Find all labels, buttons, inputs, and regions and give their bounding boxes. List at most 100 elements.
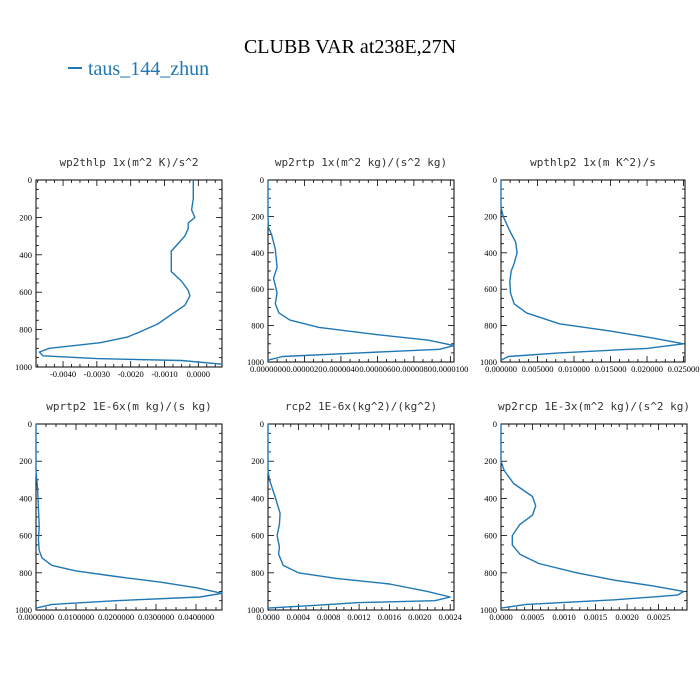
x-tick-label: 0.0000000 — [18, 612, 54, 622]
y-tick-label: 200 — [484, 211, 497, 221]
x-tick-label: -0.0010 — [151, 369, 177, 379]
y-tick-label: 400 — [19, 250, 32, 260]
y-tick-label: 1000 — [247, 605, 264, 615]
panel-2: wp2rtp 1x(m^2 kg)/(s^2 kg) 0 200 400 600 800 1… — [247, 156, 468, 374]
panel-1: wp2thlp 1x(m^2 K)/s^2 0 200 400 600 800 1000 -0… — [15, 156, 223, 379]
panel-title: wp2rcp 1E-3x(m^2 kg)/(s^2 kg) — [498, 400, 690, 413]
y-tick-label: 600 — [484, 531, 497, 541]
y-tick-label: 200 — [19, 212, 32, 222]
chart-title: CLUBB VAR at238E,27N — [243, 36, 457, 58]
x-tick-label: -0.0040 — [50, 369, 76, 379]
series-line — [267, 424, 451, 609]
x-tick-label: 0.020000 — [631, 364, 663, 374]
plot-frame — [500, 179, 686, 363]
y-tick-label: 400 — [19, 493, 32, 503]
x-tick-label: 0.0012 — [347, 612, 370, 622]
series-line — [38, 180, 223, 365]
x-tick-label: 0.0016 — [378, 612, 401, 622]
y-tick-label: 600 — [251, 284, 264, 294]
y-tick-label: 200 — [251, 211, 264, 221]
panel-title: wprtp2 1E-6x(m kg)/(s kg) — [46, 400, 212, 413]
y-tick-label: 600 — [484, 284, 497, 294]
panel-5: rcp2 1E-6x(kg^2)/(kg^2) 0 200 400 600 800 1000… — [247, 400, 463, 622]
x-tick-label: 0.0400000 — [178, 612, 214, 622]
x-tick-label: 0.0000 — [256, 612, 279, 622]
plot-frame — [35, 179, 223, 368]
y-tick-label: 400 — [484, 248, 497, 258]
x-tick-label: 0.0015 — [584, 612, 607, 622]
x-tick-label: 0.0005 — [521, 612, 544, 622]
panel-title: wpthlp2 1x(m K^2)/s — [530, 156, 656, 169]
y-tick-label: 200 — [251, 456, 264, 466]
x-tick-label: 0.0020 — [408, 612, 431, 622]
panel-6: wp2rcp 1E-3x(m^2 kg)/(s^2 kg)0 200 400 600 8… — [480, 400, 690, 622]
panel-3: wpthlp2 1x(m K^2)/s020040060080010000.00… — [480, 156, 699, 374]
series-line — [500, 180, 685, 361]
x-tick-label: 0.0000020 — [286, 364, 322, 374]
x-tick-label: 0.005000 — [522, 364, 554, 374]
x-tick-label: 0.0004 — [287, 612, 311, 622]
x-tick-label: 0.0000080 — [396, 364, 432, 374]
series-line — [35, 424, 223, 609]
y-tick-label: 1000 — [480, 605, 497, 615]
y-tick-label: 1000 — [15, 605, 32, 615]
x-tick-label: 0.0008 — [317, 612, 340, 622]
y-tick-label: 800 — [484, 321, 497, 331]
y-tick-label: 800 — [19, 325, 32, 335]
panel-title: rcp2 1E-6x(kg^2)/(kg^2) — [285, 400, 437, 413]
x-tick-label: 0.0300000 — [138, 612, 174, 622]
x-tick-label: 0.0000040 — [323, 364, 359, 374]
y-tick-label: 400 — [251, 248, 264, 258]
x-tick-label: 0.0024 — [439, 612, 463, 622]
x-tick-label: 0.0000 — [489, 612, 512, 622]
x-tick-label: 0.000000 — [485, 364, 517, 374]
x-tick-label: 0.0020 — [615, 612, 638, 622]
y-tick-label: 0 — [28, 419, 32, 429]
panel-title: wp2rtp 1x(m^2 kg)/(s^2 kg) — [275, 156, 447, 169]
plot-frame — [267, 179, 455, 363]
y-tick-label: 800 — [251, 568, 264, 578]
panel-title: wp2thlp 1x(m^2 K)/s^2 — [59, 156, 198, 169]
x-tick-label: -0.0030 — [84, 369, 110, 379]
y-tick-label: 400 — [251, 493, 264, 503]
y-tick-label: 1000 — [15, 362, 32, 372]
plot-frame — [35, 423, 223, 611]
y-tick-label: 800 — [484, 568, 497, 578]
plot-frame — [267, 423, 455, 611]
y-tick-label: 0 — [260, 175, 264, 185]
y-tick-label: 200 — [19, 456, 32, 466]
x-tick-label: 0.015000 — [595, 364, 627, 374]
x-tick-label: 0.010000 — [558, 364, 590, 374]
y-tick-label: 600 — [19, 531, 32, 541]
x-tick-label: 0.0025 — [647, 612, 670, 622]
y-tick-label: 0 — [28, 175, 32, 185]
y-tick-label: 400 — [484, 493, 497, 503]
y-tick-label: 200 — [484, 456, 497, 466]
x-tick-label: 0.0100000 — [58, 612, 94, 622]
y-tick-label: 0 — [493, 419, 497, 429]
panel-4: wprtp2 1E-6x(m kg)/(s kg) 0 200 400 600 800 10… — [15, 400, 223, 622]
legend-line-swatch — [68, 67, 82, 70]
y-tick-label: 600 — [19, 287, 32, 297]
x-tick-label: 0.0000 — [187, 369, 210, 379]
x-tick-label: 0.025000 — [668, 364, 700, 374]
x-tick-label: 0.0000100 — [432, 364, 468, 374]
y-tick-label: 800 — [19, 568, 32, 578]
x-tick-label: 0.0000060 — [359, 364, 395, 374]
y-tick-label: 800 — [251, 321, 264, 331]
y-tick-label: 1000 — [480, 357, 497, 367]
x-tick-label: 0.0000000 — [250, 364, 286, 374]
y-tick-label: 0 — [260, 419, 264, 429]
x-tick-label: -0.0020 — [118, 369, 144, 379]
y-tick-label: 600 — [251, 531, 264, 541]
series-line — [267, 180, 455, 361]
legend-label: taus_144_zhun — [88, 58, 210, 80]
y-tick-label: 0 — [493, 175, 497, 185]
y-tick-label: 1000 — [247, 357, 264, 367]
series-line — [500, 424, 685, 609]
x-tick-label: 0.0200000 — [98, 612, 134, 622]
legend: taus_144_zhun — [68, 58, 209, 81]
x-tick-label: 0.0010 — [552, 612, 575, 622]
